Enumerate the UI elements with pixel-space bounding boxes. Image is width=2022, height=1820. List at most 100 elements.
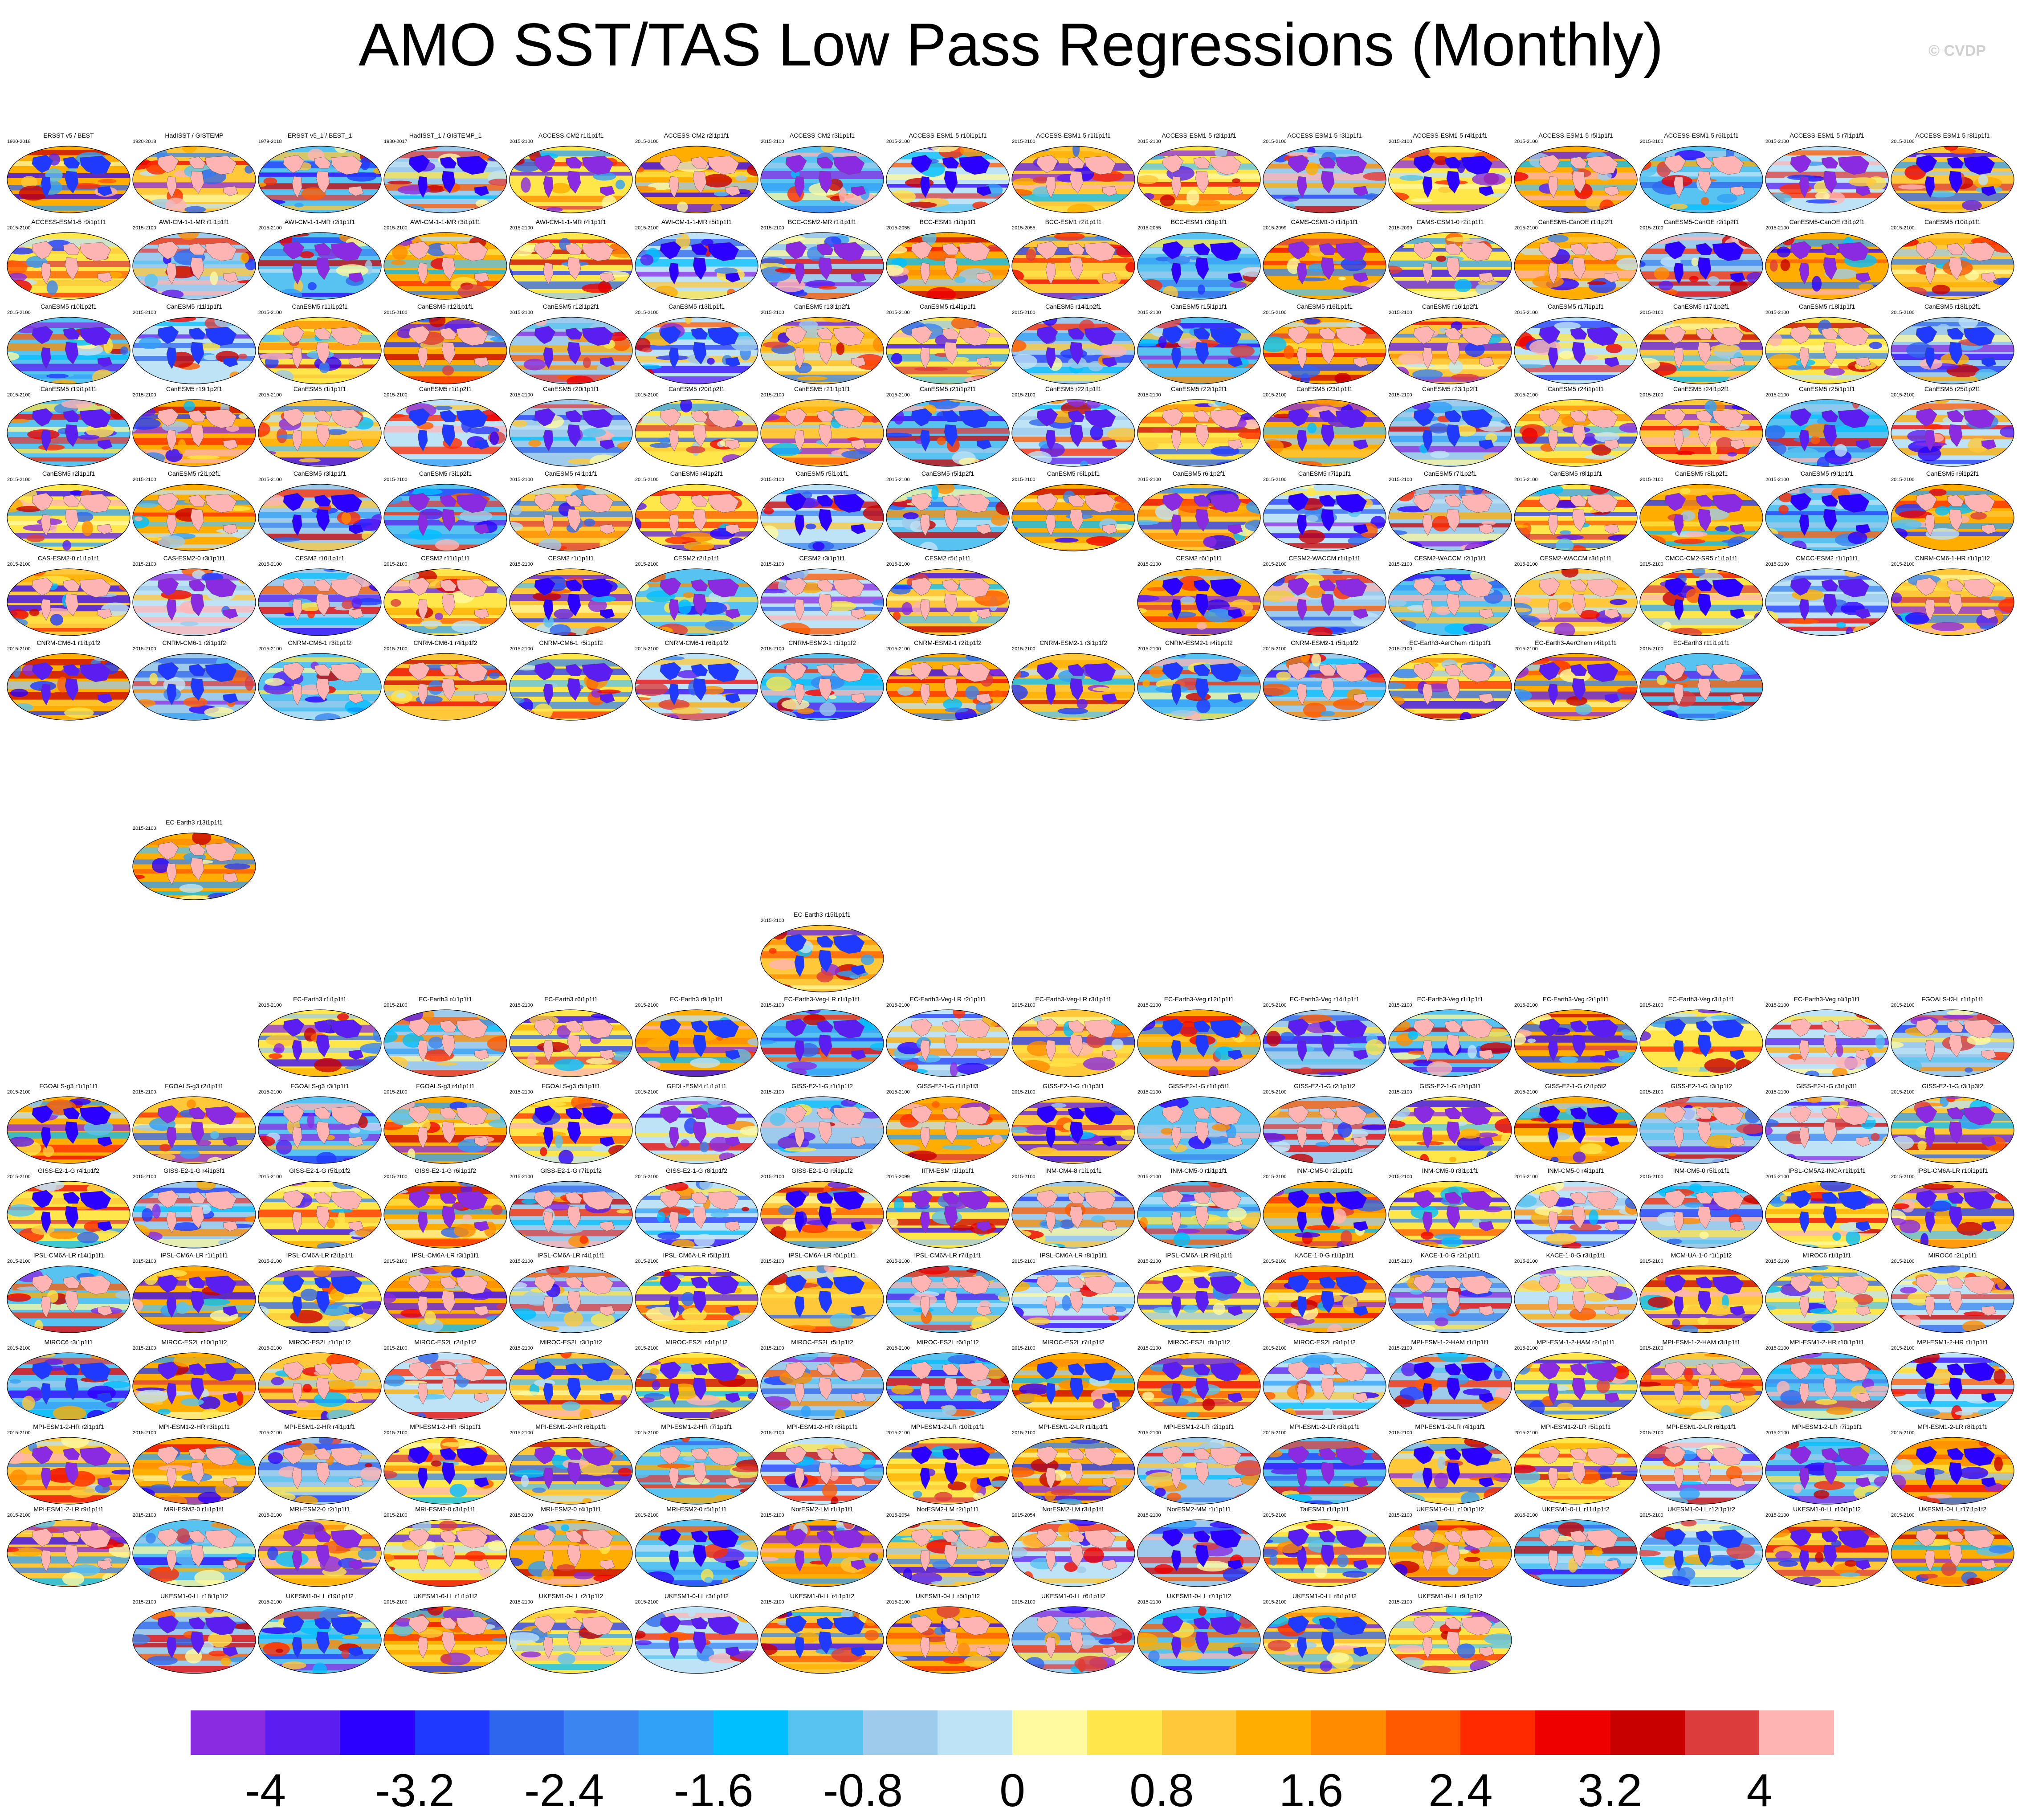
panel-title: CAMS-CSM1-0 r1i1p1f1 (1291, 218, 1358, 225)
regression-map (383, 399, 507, 467)
panel-years: 2015-2100 (761, 310, 784, 315)
map-panel: GISS-E2-1-G r1i1p5f1 2015-2100 (1137, 1082, 1261, 1167)
panel-years: 2015-2100 (886, 1430, 910, 1436)
panel-title: CNRM-ESM2-1 r3i1p1f2 (1040, 639, 1107, 646)
map-panel: CanESM5 r22i1p1f1 2015-2100 (1011, 385, 1136, 470)
panel-title: CanESM5 r1i1p1f1 (293, 385, 347, 392)
panel-years: 2015-2100 (1137, 1346, 1161, 1351)
panel-years: 2015-2100 (1137, 1174, 1161, 1179)
panel-title: EC-Earth3-Veg-LR r3i1p1f1 (1035, 996, 1112, 1003)
panel-title: ERSST v5 / BEST (43, 132, 94, 139)
panel-title: FGOALS-f3-L r1i1p1f1 (1921, 996, 1984, 1003)
panel-years: 2015-2100 (133, 225, 156, 231)
map-panel: TaiESM1 r1i1p1f1 2015-2100 (1262, 1506, 1387, 1590)
panel-title: CanESM5 r2i1p2f1 (167, 470, 221, 477)
map-panel: KACE-1-0-G r3i1p1f1 2015-2100 (1513, 1252, 1638, 1336)
map-panel: MPI-ESM-1-2-HAM r2i1p1f1 2015-2100 (1513, 1338, 1638, 1423)
panel-years: 2015-2100 (133, 1090, 156, 1095)
panel-years: 2015-2100 (1263, 1430, 1287, 1436)
panel-title: IPSL-CM6A-LR r8i1p1f1 (1040, 1252, 1107, 1259)
panel-years: 2015-2100 (886, 1003, 910, 1008)
map-panel: UKESM1-0-LL r11i1p1f2 2015-2100 (1513, 1506, 1638, 1590)
regression-map (509, 484, 633, 551)
regression-map (1514, 1519, 1638, 1587)
regression-map (1388, 1009, 1512, 1077)
panel-years: 2015-2100 (7, 646, 31, 652)
colorbar-segment (863, 1710, 938, 1755)
panel-years: 2015-2100 (510, 646, 533, 652)
panel-title: BCC-ESM1 r1i1p1f1 (919, 218, 976, 225)
regression-map (132, 1606, 256, 1674)
panel-years: 2015-2100 (1765, 1259, 1789, 1264)
panel-years: 2015-2100 (133, 310, 156, 315)
regression-map (1891, 568, 2014, 636)
map-panel: EC-Earth3-Veg r1i1p1f1 2015-2100 (1388, 996, 1512, 1080)
regression-map (1639, 1096, 1763, 1164)
panel-title: MPI-ESM1-2-HR r5i1p1f1 (410, 1423, 481, 1430)
regression-map (635, 1519, 758, 1587)
map-panel: EC-Earth3-Veg-LR r1i1p1f1 2015-2100 (760, 996, 885, 1080)
regression-map (1137, 399, 1261, 467)
panel-title: MPI-ESM1-2-LR r7i1p1f1 (1792, 1423, 1862, 1430)
panel-title: ACCESS-ESM1-5 r10i1p1f1 (909, 132, 987, 139)
panel-title: CanESM5 r10i1p2f1 (40, 303, 97, 310)
regression-map (1011, 1352, 1135, 1420)
panel-title: MPI-ESM-1-2-HAM r3i1p1f1 (1662, 1338, 1741, 1346)
map-panel: CESM2-WACCM r1i1p1f1 2015-2100 (1262, 555, 1387, 639)
panel-years: 2015-2100 (886, 562, 910, 567)
regression-map (1514, 1096, 1638, 1164)
panel-title: GISS-E2-1-G r4i1p1f2 (38, 1167, 99, 1174)
panel-years: 2015-2100 (1263, 562, 1287, 567)
regression-map (760, 1265, 884, 1333)
panel-title: MIROC-ES2L r1i1p1f2 (289, 1338, 351, 1346)
panel-years: 2015-2100 (761, 1174, 784, 1179)
regression-map (760, 653, 884, 721)
panel-years: 2015-2100 (1137, 1259, 1161, 1264)
regression-map (258, 653, 382, 721)
map-panel: CanESM5 r13i1p2f1 2015-2100 (760, 303, 885, 388)
panel-title: CESM2-WACCM r1i1p1f1 (1288, 555, 1361, 562)
regression-map (1263, 399, 1386, 467)
panel-years: 2015-2100 (635, 225, 659, 231)
panel-years: 2015-2100 (635, 1259, 659, 1264)
map-panel: MRI-ESM2-0 r3i1p1f1 2015-2100 (383, 1506, 508, 1590)
panel-years: 2015-2100 (510, 1430, 533, 1436)
colorbar-segment (713, 1710, 788, 1755)
panel-years: 2015-2100 (761, 225, 784, 231)
panel-title: CNRM-CM6-1 r5i1p1f2 (539, 639, 603, 646)
colorbar-tick-label: 0 (999, 1765, 1025, 1816)
map-panel: EC-Earth3 r15i1p1f1 2015-2100 (760, 911, 885, 996)
regression-map (886, 568, 1010, 636)
regression-map (258, 1519, 382, 1587)
map-panel: ACCESS-ESM1-5 r6i1p1f1 2015-2100 (1639, 132, 1764, 216)
regression-map (1137, 1009, 1261, 1077)
map-panel: EC-Earth3-Veg r4i1p1f1 2015-2100 (1765, 996, 1889, 1080)
map-panel: GISS-E2-1-G r1i1p3f1 2015-2100 (1011, 1082, 1136, 1167)
regression-map (1891, 1437, 2014, 1505)
map-panel: CanESM5 r6i1p1f1 2015-2100 (1011, 470, 1136, 555)
panel-years: 2015-2100 (133, 392, 156, 398)
regression-map (7, 146, 130, 213)
panel-years: 2015-2100 (7, 1090, 31, 1095)
regression-map (132, 317, 256, 384)
panel-years: 2015-2100 (258, 477, 282, 482)
panel-title: IPSL-CM6A-LR r7i1p1f1 (914, 1252, 982, 1259)
regression-map (132, 1096, 256, 1164)
panel-title: ACCESS-ESM1-5 r4i1p1f1 (1413, 132, 1488, 139)
panel-title: IITM-ESM r1i1p1f1 (921, 1167, 974, 1174)
map-panel: CanESM5 r15i1p1f1 2015-2100 (1137, 303, 1261, 388)
panel-title: EC-Earth3 r9i1p1f1 (670, 996, 723, 1003)
regression-map (1388, 1519, 1512, 1587)
regression-map (1011, 1437, 1135, 1505)
panel-years: 2015-2100 (133, 646, 156, 652)
panel-title: UKESM1-0-LL r18i1p1f2 (160, 1592, 228, 1600)
colorbar (191, 1710, 1834, 1755)
map-panel: FGOALS-f3-L r1i1p1f1 2015-2100 (1890, 996, 2015, 1080)
panel-title: CESM2 r6i1p1f1 (1176, 555, 1222, 562)
regression-map (132, 146, 256, 213)
panel-title: MIROC6 r3i1p1f1 (44, 1338, 93, 1346)
regression-map (258, 1096, 382, 1164)
regression-map (1263, 568, 1386, 636)
map-panel: UKESM1-0-LL r18i1p1f2 2015-2100 (132, 1592, 257, 1677)
panel-title: MRI-ESM2-0 r2i1p1f1 (289, 1506, 350, 1513)
